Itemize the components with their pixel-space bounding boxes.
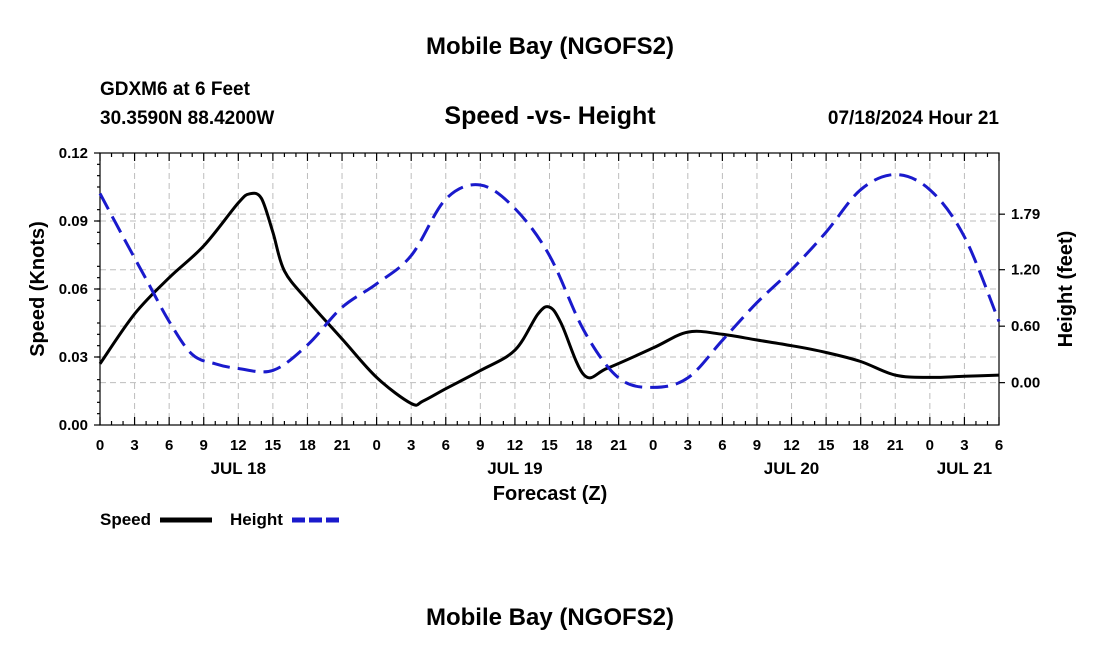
series-line-height <box>98 173 1001 389</box>
x-tick-label: 12 <box>230 437 247 454</box>
date-label: JUL 21 <box>937 459 992 478</box>
legend-label-height: Height <box>230 510 283 529</box>
legend: Speed Height <box>100 510 342 529</box>
y2-tick-label: 0.60 <box>1011 318 1040 335</box>
x-tick-label: 21 <box>610 437 627 454</box>
x-tick-label: 9 <box>476 437 484 454</box>
chart-subtitle: Speed -vs- Height <box>444 102 656 130</box>
x-tick-label: 18 <box>576 437 593 454</box>
x-tick-label: 3 <box>960 437 968 454</box>
station-label: GDXM6 at 6 Feet <box>100 79 251 100</box>
x-tick-label: 3 <box>407 437 415 454</box>
y2-tick-label: 1.20 <box>1011 262 1040 279</box>
x-tick-label: 6 <box>718 437 726 454</box>
x-tick-label: 0 <box>372 437 380 454</box>
x-tick-label: 21 <box>887 437 904 454</box>
legend-label-speed: Speed <box>100 510 151 529</box>
x-axis-title: Forecast (Z) <box>493 483 607 505</box>
x-tick-label: 9 <box>753 437 761 454</box>
y2-axis-title: Height (feet) <box>1055 231 1077 348</box>
y2-tick-label: 1.79 <box>1011 206 1040 223</box>
y-tick-label: 0.06 <box>59 281 88 298</box>
chart-bottom-title: Mobile Bay (NGOFS2) <box>426 604 674 631</box>
x-tick-label: 3 <box>684 437 692 454</box>
y-tick-label: 0.09 <box>59 213 88 230</box>
x-tick-label: 12 <box>783 437 800 454</box>
chart-top-title: Mobile Bay (NGOFS2) <box>426 33 674 60</box>
axis-ticks <box>94 152 1005 426</box>
coordinates-label: 30.3590N 88.4200W <box>100 108 274 129</box>
x-tick-label: 6 <box>165 437 173 454</box>
x-tick-label: 9 <box>200 437 208 454</box>
x-tick-label: 18 <box>852 437 869 454</box>
x-tick-label: 0 <box>926 437 934 454</box>
y-axis-title: Speed (Knots) <box>27 221 49 357</box>
x-tick-label: 0 <box>96 437 104 454</box>
x-tick-label: 18 <box>299 437 316 454</box>
x-tick-labels: 0 3 6 9 12 15 18 21 0 3 6 9 12 15 18 21 0 3 6 9 12 15 18 21 0 3 6 <box>96 437 1003 454</box>
x-tick-label: 21 <box>334 437 351 454</box>
x-tick-label: 6 <box>442 437 450 454</box>
grid-lines <box>100 153 999 425</box>
y-tick-labels: 0.00 0.03 0.06 0.09 0.12 <box>59 145 88 434</box>
y-tick-label: 0.03 <box>59 349 88 366</box>
y-tick-label: 0.12 <box>59 145 88 162</box>
x-tick-label: 12 <box>507 437 524 454</box>
x-tick-label: 0 <box>649 437 657 454</box>
series-lines <box>98 173 1001 407</box>
date-labels: JUL 18 JUL 19 JUL 20 JUL 21 <box>211 459 993 478</box>
x-tick-label: 3 <box>130 437 138 454</box>
x-tick-label: 6 <box>995 437 1003 454</box>
date-label: JUL 20 <box>764 459 819 478</box>
x-tick-label: 15 <box>541 437 558 454</box>
y2-tick-labels: 0.00 0.60 1.20 1.79 <box>1011 206 1040 391</box>
series-line-speed <box>98 191 1000 407</box>
forecast-datetime: 07/18/2024 Hour 21 <box>828 108 1000 129</box>
y2-tick-label: 0.00 <box>1011 375 1040 392</box>
x-tick-label: 15 <box>265 437 282 454</box>
y-tick-label: 0.00 <box>59 417 88 434</box>
date-label: JUL 19 <box>487 459 542 478</box>
x-tick-label: 15 <box>818 437 835 454</box>
date-label: JUL 18 <box>211 459 266 478</box>
